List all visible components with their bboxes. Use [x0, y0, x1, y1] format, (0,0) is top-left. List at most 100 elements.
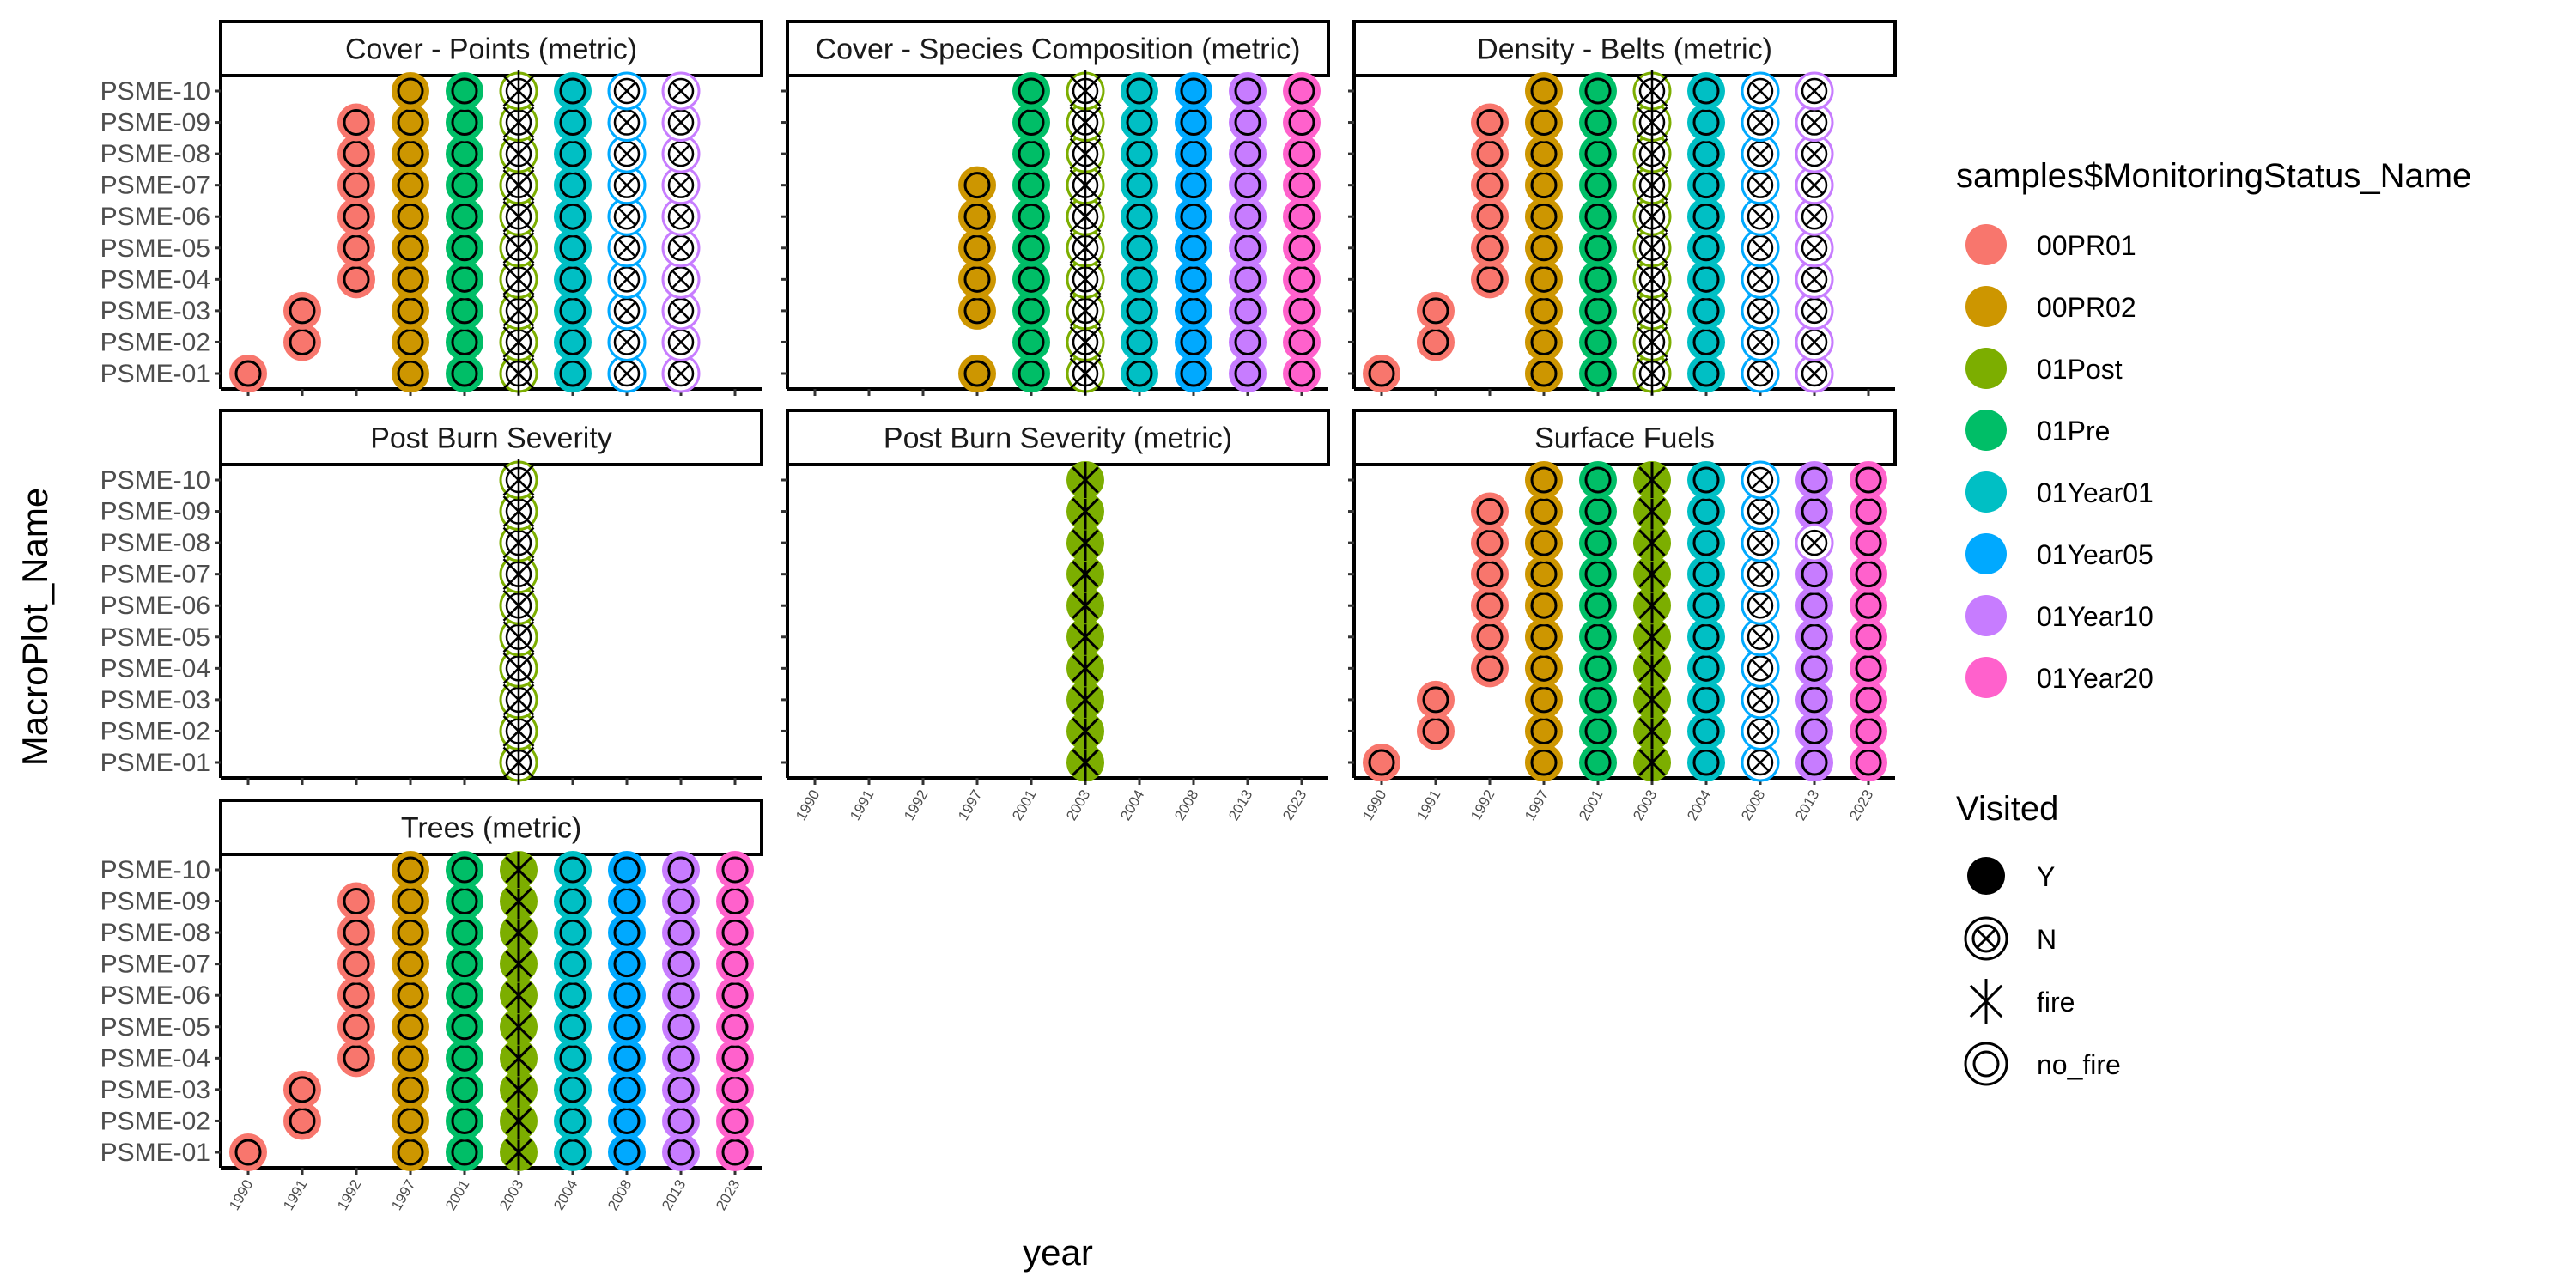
- point-inner-ring: [1692, 172, 1720, 199]
- point-cross: [1805, 364, 1824, 383]
- data-point: [1066, 586, 1104, 625]
- data-point: [392, 945, 429, 983]
- data-point: [662, 882, 700, 920]
- point-asterisk: [1072, 466, 1099, 494]
- point-inner-ring: [1692, 717, 1720, 744]
- data-point: [1741, 103, 1780, 143]
- point-inner-ring: [1692, 360, 1720, 387]
- point-inner-ring: [1530, 265, 1558, 293]
- point-asterisk: [1638, 717, 1666, 745]
- point-asterisk: [502, 621, 535, 653]
- point-inner-ring: [1801, 172, 1828, 198]
- point-asterisk: [505, 981, 532, 1009]
- data-point: [1283, 166, 1321, 204]
- point-inner-ring: [1476, 623, 1504, 651]
- data-point: [1687, 260, 1725, 299]
- data-point: [1525, 260, 1563, 299]
- data-point: [1795, 228, 1834, 268]
- point-asterisk: [1072, 497, 1099, 526]
- point-inner-ring: [397, 1139, 424, 1166]
- point-inner-ring: [1234, 109, 1261, 137]
- x-tick-label: 1990: [793, 787, 823, 823]
- data-point: [392, 197, 429, 236]
- point-inner-ring: [963, 172, 991, 199]
- point-inner-ring: [559, 234, 586, 262]
- data-point: [1525, 197, 1563, 236]
- x-tick-label: 1992: [334, 1177, 364, 1213]
- point-inner-ring: [721, 1013, 749, 1041]
- point-inner-ring: [1855, 498, 1882, 526]
- point-inner-ring: [1584, 592, 1612, 619]
- data-point: [337, 260, 375, 299]
- x-tick-label: 1997: [388, 1177, 418, 1213]
- point-cross: [671, 270, 690, 289]
- point-cross: [1751, 471, 1770, 489]
- data-point: [1066, 195, 1105, 239]
- data-point: [1175, 355, 1212, 392]
- point-inner-ring: [667, 297, 695, 325]
- point-cross: [1805, 270, 1824, 289]
- point-inner-ring: [397, 77, 424, 105]
- data-point: [1121, 103, 1158, 142]
- point-inner-ring: [1747, 623, 1774, 651]
- point-inner-ring: [667, 1107, 695, 1134]
- legend-swatch: [1965, 224, 2007, 265]
- point-inner-ring: [451, 1139, 478, 1166]
- point-inner-ring: [1692, 498, 1720, 526]
- data-point: [1850, 586, 1887, 625]
- data-point: [1175, 72, 1212, 110]
- point-cross: [1751, 175, 1770, 195]
- point-inner-ring: [1584, 529, 1612, 556]
- data-point: [662, 1070, 700, 1109]
- legend-label: Y: [2037, 861, 2055, 892]
- point-asterisk: [505, 887, 532, 915]
- point-inner-ring: [397, 1013, 424, 1041]
- point-asterisk: [1636, 326, 1668, 358]
- shape-legend-item: Y: [1967, 857, 2055, 895]
- point-inner-ring: [1126, 360, 1153, 387]
- point-inner-ring: [1530, 498, 1558, 526]
- point-asterisk: [502, 558, 535, 591]
- point-inner-ring: [451, 856, 478, 884]
- data-point: [1471, 492, 1509, 531]
- legend-label: 01Year20: [2037, 663, 2154, 694]
- data-point: [1579, 166, 1617, 204]
- point-inner-ring: [559, 1076, 586, 1103]
- data-point: [1066, 680, 1104, 719]
- point-inner-ring: [1530, 717, 1558, 744]
- data-point: [446, 1007, 483, 1046]
- shape-legend-title: Visited: [1956, 790, 2058, 828]
- data-point: [661, 197, 701, 236]
- point-inner-ring: [1126, 140, 1153, 167]
- data-point: [1579, 72, 1617, 110]
- facet-panel: Post Burn Severity (metric) 1990 1991 1992 1…: [781, 409, 1330, 823]
- data-point: [500, 851, 538, 889]
- data-point: [1579, 680, 1617, 719]
- data-point: [1687, 744, 1725, 781]
- point-inner-ring: [1584, 498, 1612, 526]
- point-inner-ring: [721, 981, 749, 1009]
- data-point: [337, 228, 375, 267]
- y-tick-label: PSME-01: [100, 1139, 210, 1167]
- point-cross: [1751, 501, 1770, 521]
- point-asterisk: [1072, 529, 1099, 556]
- point-inner-ring: [1530, 529, 1558, 556]
- point-inner-ring: [451, 1013, 478, 1041]
- data-point: [1471, 103, 1509, 142]
- point-cross: [1751, 332, 1770, 352]
- data-point: [661, 71, 701, 111]
- point-inner-ring: [1692, 234, 1720, 262]
- data-point: [1471, 135, 1509, 173]
- point-asterisk: [502, 263, 535, 295]
- point-asterisk: [502, 715, 535, 747]
- point-inner-ring: [1801, 654, 1828, 682]
- color-legend-items: 00PR01 00PR02 01Post 01Pre 01Year01 01Year05 0…: [1965, 224, 2154, 698]
- data-point: [1579, 524, 1617, 562]
- legend-shape: [1964, 1042, 2008, 1086]
- data-point: [1121, 72, 1158, 110]
- point-inner-ring: [1584, 360, 1612, 387]
- legend-label: fire: [2037, 987, 2075, 1018]
- data-point: [337, 945, 375, 983]
- point-inner-ring: [234, 360, 262, 387]
